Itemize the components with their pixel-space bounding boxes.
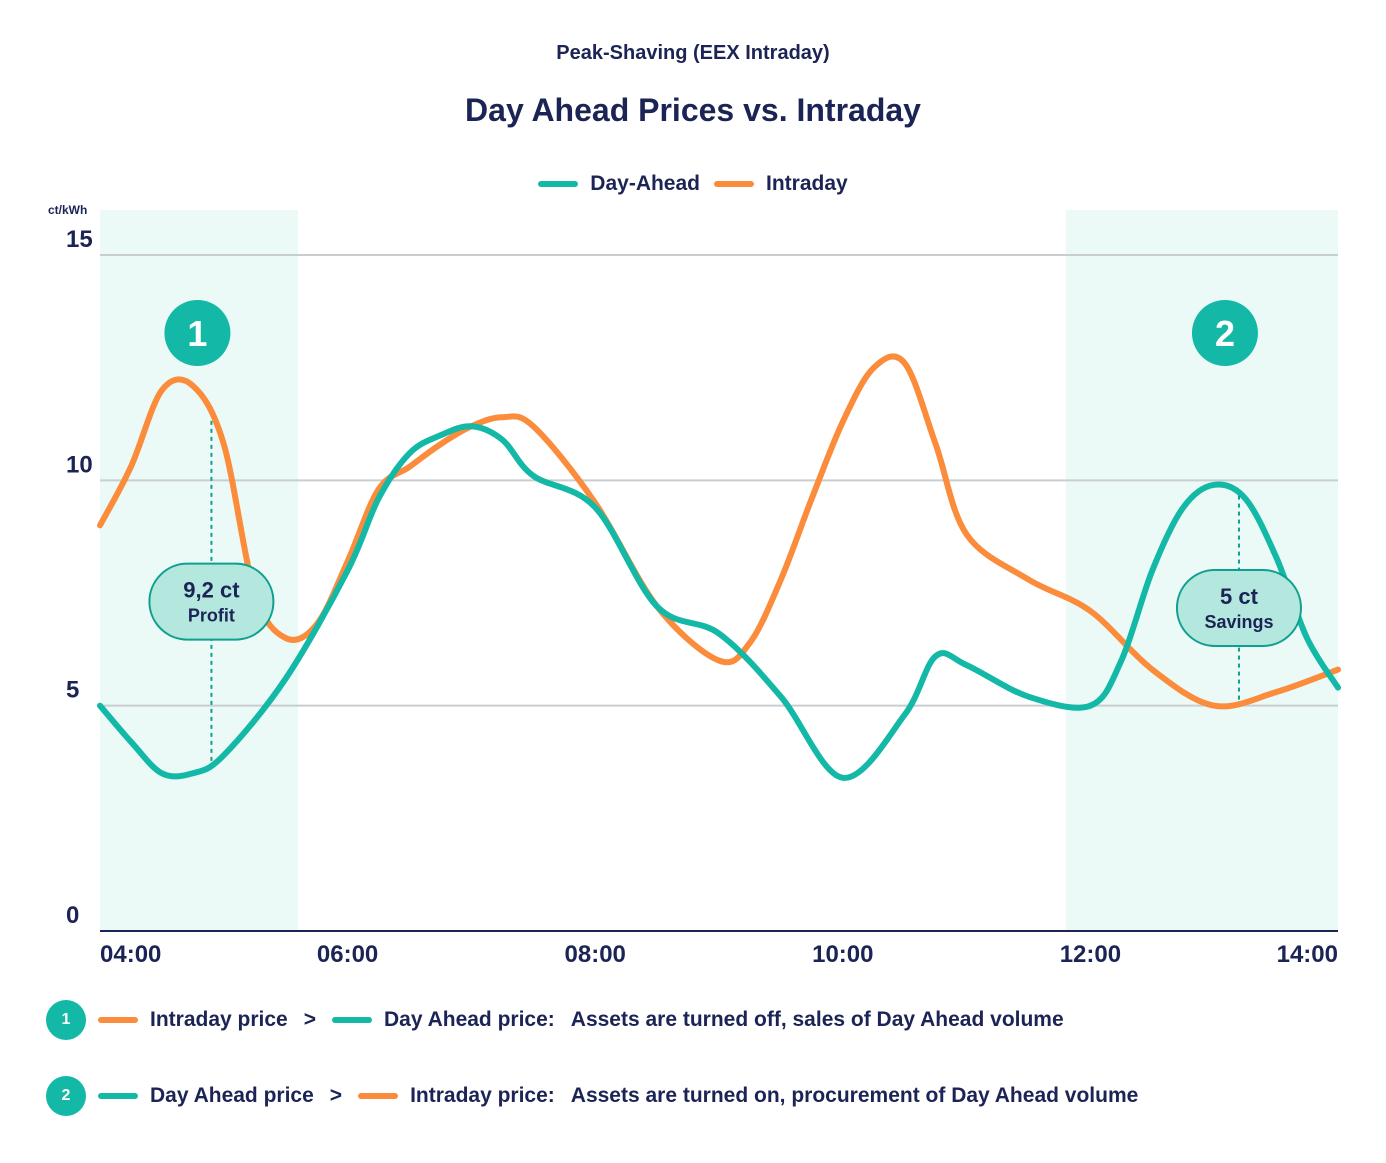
note-2-second-line-icon bbox=[358, 1093, 399, 1099]
x-tick-label-1000: 10:00 bbox=[812, 941, 873, 968]
difference-pill-1 bbox=[148, 562, 275, 641]
region-badge-label-1: 1 bbox=[187, 313, 207, 354]
region-badge-circle-2 bbox=[1191, 300, 1258, 366]
difference-label-2: 5 ct Savings bbox=[1175, 568, 1302, 647]
note-badge-2: 2 bbox=[46, 1076, 86, 1116]
chart-title: Day Ahead Prices vs. Intraday bbox=[465, 92, 921, 128]
y-tick-label-15: 15 bbox=[66, 226, 93, 253]
x-tick-label-1400: 14:00 bbox=[1277, 941, 1338, 968]
x-tick-label-0800: 08:00 bbox=[565, 941, 626, 968]
note-1-second-line-icon bbox=[332, 1017, 372, 1023]
chart-subtitle: Peak-Shaving (EEX Intraday) bbox=[556, 42, 830, 64]
legend-label-intraday: Intraday bbox=[766, 172, 848, 195]
legend-item-day-ahead: Day-Ahead bbox=[538, 172, 700, 196]
x-tick-label-0400: 04:00 bbox=[100, 941, 161, 968]
legend: Day-Ahead Intraday bbox=[0, 172, 1386, 196]
x-tick-label-0600: 06:00 bbox=[317, 941, 378, 968]
note-2-greater-than: > bbox=[329, 1084, 343, 1107]
line-chart: 0 5 10 15 ct/kWh 04:00 06:00 08:00 10:00 12:00 14:… bbox=[48, 203, 1341, 968]
x-tick-label-1200: 12:00 bbox=[1060, 941, 1121, 968]
y-tick-label-5: 5 bbox=[66, 677, 79, 704]
difference-label-1: 9,2 ct Profit bbox=[148, 562, 275, 641]
region-badge-2: 2 bbox=[1191, 300, 1258, 366]
legend-label-day-ahead: Day-Ahead bbox=[590, 172, 700, 195]
y-tick-label-10: 10 bbox=[66, 451, 93, 478]
difference-value-1: 9,2 ct bbox=[183, 578, 240, 603]
note-2-second-label: Intraday price: bbox=[410, 1084, 555, 1107]
note-2-first-line-icon bbox=[98, 1093, 138, 1099]
note-1-second-label: Day Ahead price: bbox=[384, 1008, 555, 1031]
difference-text-2: Savings bbox=[1204, 612, 1273, 632]
note-2-first-label: Day Ahead price bbox=[150, 1084, 314, 1107]
note-badge-1: 1 bbox=[46, 1000, 86, 1040]
series-line-day-ahead bbox=[97, 423, 1341, 781]
explanation-note-1: 1 Intraday price > Day Ahead price: Asse… bbox=[46, 1000, 1064, 1040]
legend-item-intraday: Intraday bbox=[714, 172, 848, 196]
note-1-greater-than: > bbox=[303, 1008, 316, 1031]
region-badge-circle-1 bbox=[164, 300, 231, 366]
note-1-first-label: Intraday price bbox=[150, 1008, 288, 1031]
difference-value-2: 5 ct bbox=[1220, 584, 1259, 609]
y-axis-label: ct/kWh bbox=[48, 203, 87, 217]
note-2-explanation: Assets are turned on, procurement of Day… bbox=[570, 1084, 1139, 1107]
note-1-first-line-icon bbox=[98, 1017, 138, 1023]
region-badge-1: 1 bbox=[164, 300, 231, 366]
region-badge-label-2: 2 bbox=[1215, 313, 1235, 354]
explanation-note-2: 2 Day Ahead price > Intraday price: Asse… bbox=[46, 1076, 1138, 1116]
legend-swatch-intraday bbox=[714, 181, 754, 187]
y-tick-label-0: 0 bbox=[66, 902, 79, 929]
note-1-explanation: Assets are turned off, sales of Day Ahea… bbox=[570, 1008, 1064, 1031]
difference-pill-2 bbox=[1175, 568, 1302, 647]
difference-text-1: Profit bbox=[188, 606, 235, 626]
legend-swatch-day-ahead bbox=[538, 181, 579, 187]
